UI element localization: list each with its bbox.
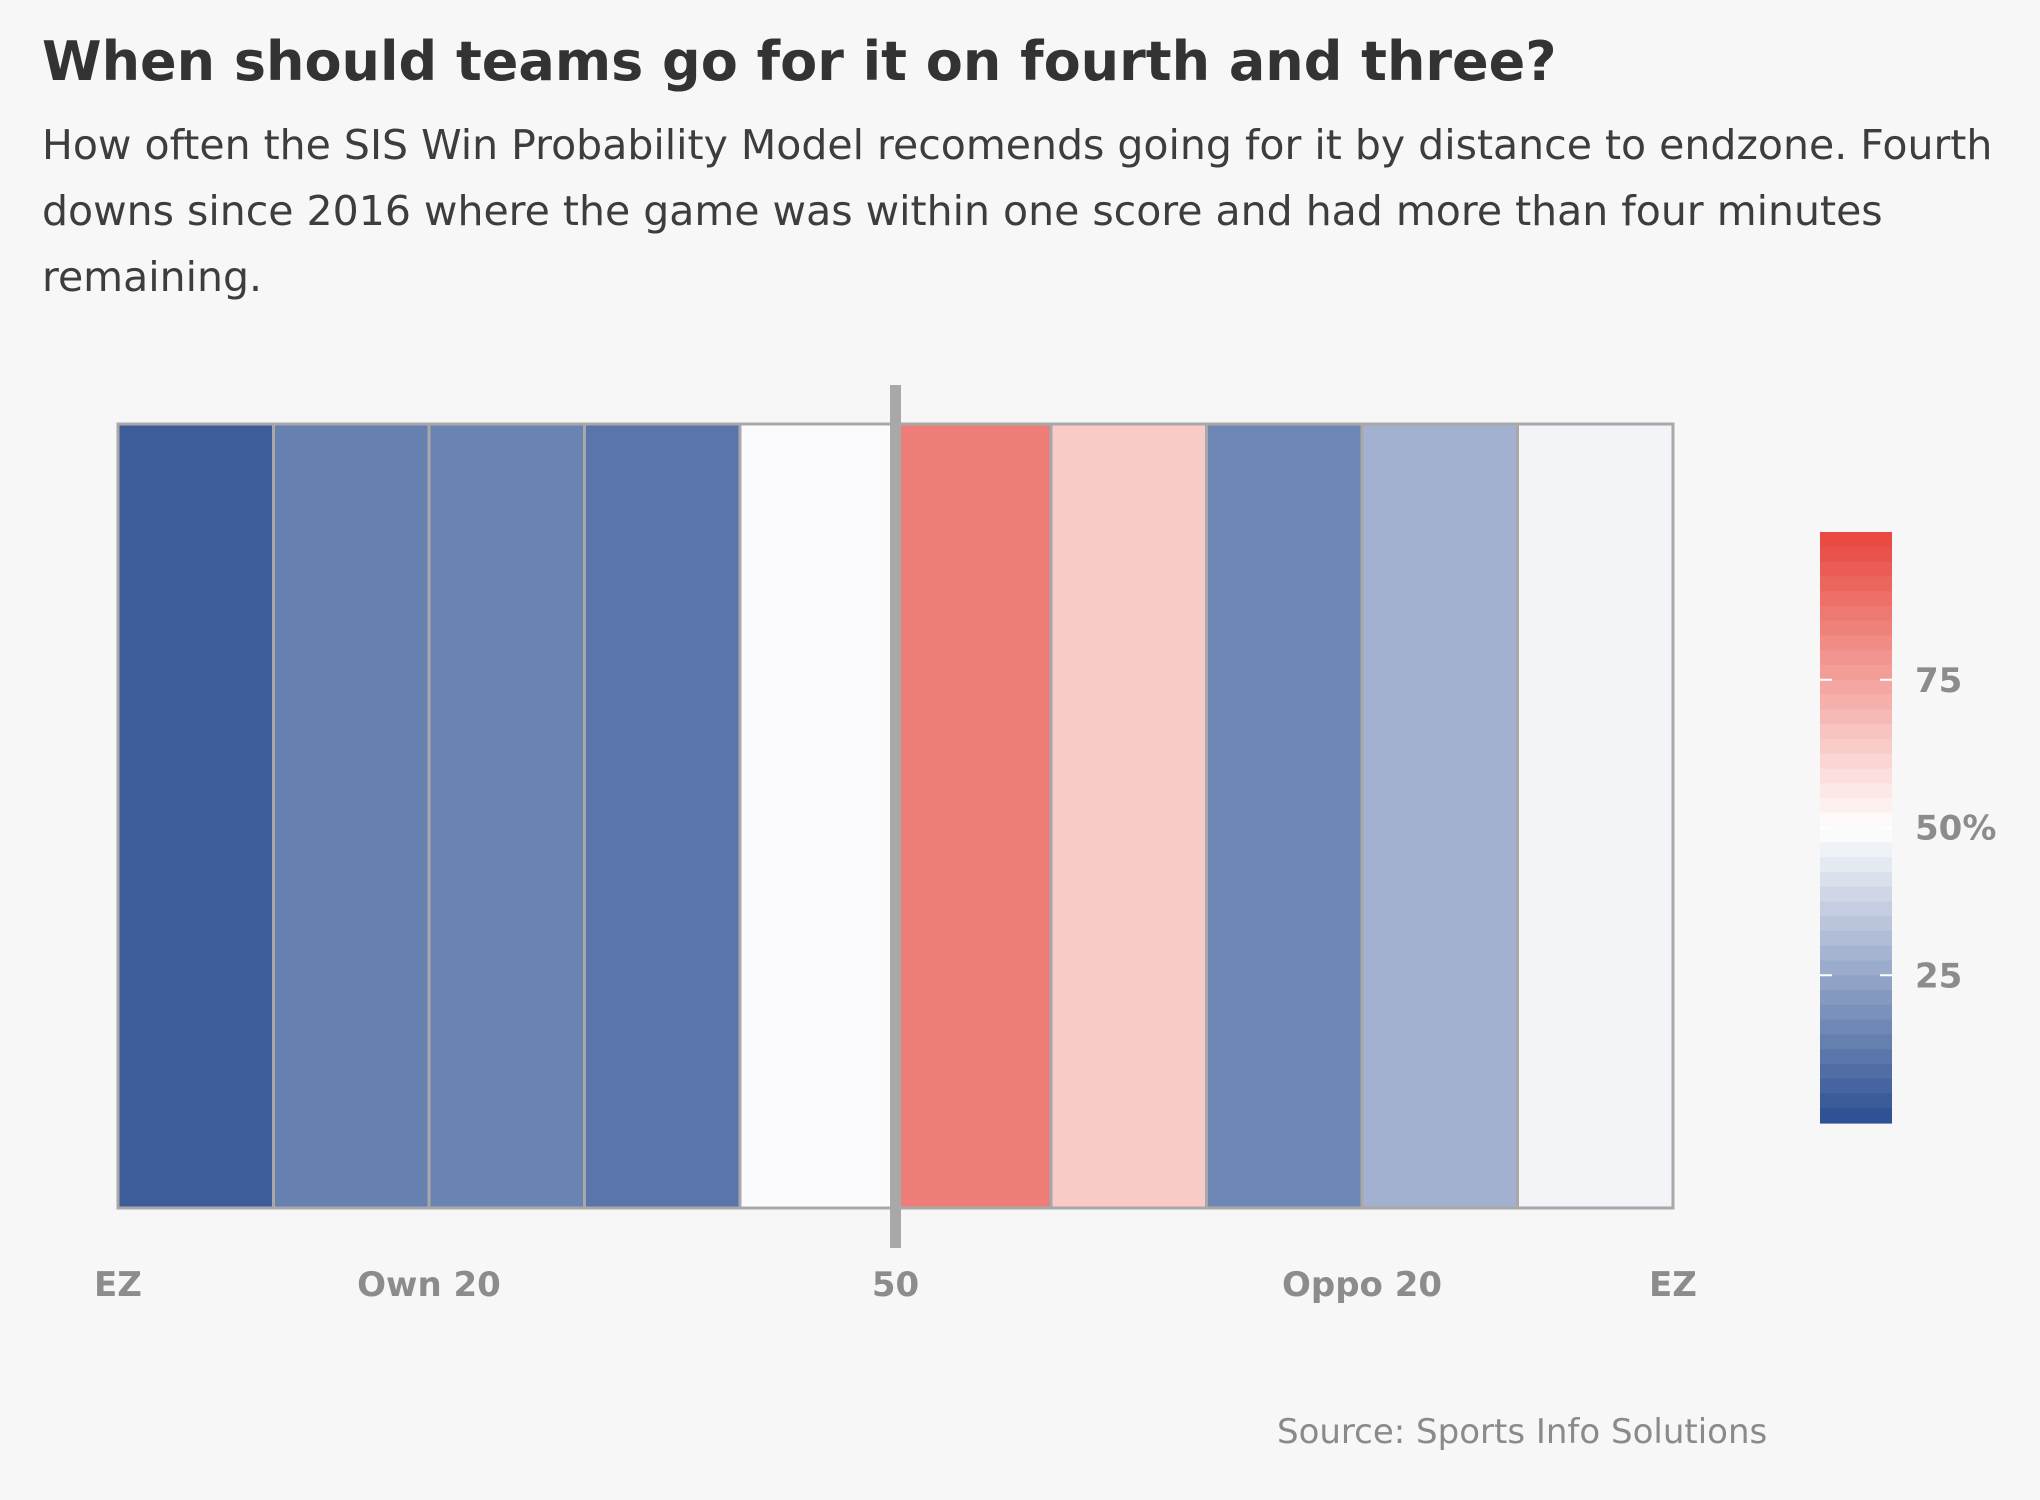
color-legend-swatch <box>1820 679 1892 696</box>
color-legend-swatch <box>1820 945 1892 962</box>
color-legend-tick-label: 75 <box>1915 661 1962 701</box>
source-note: Source: Sports Info Solutions <box>1277 1412 1768 1452</box>
color-legend-swatch <box>1820 857 1892 873</box>
color-legend-swatch <box>1820 1093 1892 1109</box>
color-legend-swatch <box>1820 1019 1892 1035</box>
chart-subtitle: How often the SIS Win Probability Model … <box>42 121 1993 301</box>
x-tick-label: EZ <box>94 1265 142 1305</box>
color-legend-swatch <box>1820 709 1892 725</box>
color-legend-swatch <box>1820 990 1892 1006</box>
color-legend-swatch <box>1820 591 1892 607</box>
color-legend-swatch <box>1820 605 1892 622</box>
x-tick-label: 50 <box>872 1265 919 1305</box>
heatmap-cell <box>894 422 1053 1210</box>
color-legend-swatch <box>1820 664 1892 681</box>
color-legend-swatch <box>1820 901 1892 917</box>
color-legend-swatch <box>1820 753 1892 769</box>
heatmap-cell <box>738 422 897 1210</box>
color-legend-swatch <box>1820 930 1892 947</box>
x-tick-label: Oppo 20 <box>1282 1265 1442 1305</box>
color-legend-swatch <box>1820 620 1892 637</box>
heatmap-cell <box>272 422 431 1210</box>
heatmap-cell <box>1205 422 1364 1210</box>
heatmap-cell <box>1049 422 1208 1210</box>
color-legend-swatch <box>1820 797 1892 814</box>
heatmap-cell <box>583 422 742 1210</box>
color-legend-swatch <box>1820 1078 1892 1095</box>
color-legend-tick-label: 50% <box>1915 809 1996 849</box>
color-legend-swatch <box>1820 532 1892 548</box>
heatmap-cell <box>1360 422 1519 1210</box>
color-legend-swatch <box>1820 1034 1892 1050</box>
color-legend-swatch <box>1820 650 1892 666</box>
color-legend-swatch <box>1820 916 1892 932</box>
color-legend-swatch <box>1820 768 1892 784</box>
color-legend-swatch <box>1820 842 1892 858</box>
color-legend-swatch <box>1820 635 1892 651</box>
color-legend-swatch <box>1820 975 1892 991</box>
color-legend-swatch <box>1820 783 1892 799</box>
color-legend-swatch <box>1820 960 1892 976</box>
chart-title: When should teams go for it on fourth an… <box>42 30 1557 93</box>
color-legend-swatch <box>1820 1063 1892 1080</box>
x-tick-label: EZ <box>1649 1265 1697 1305</box>
color-legend-swatch <box>1820 886 1892 902</box>
color-legend-swatch <box>1820 738 1892 755</box>
heatmap-cell <box>427 422 586 1210</box>
x-tick-label: Own 20 <box>357 1265 501 1305</box>
x-axis-ticks: EZ Own 20 50 Oppo 20 EZ <box>94 1265 1697 1305</box>
color-legend-tick-label: 25 <box>1915 956 1962 996</box>
color-legend <box>1820 532 1892 1124</box>
color-legend-swatch <box>1820 694 1892 710</box>
color-legend-swatch <box>1820 546 1892 563</box>
color-legend-ticks: 25 50% 75 <box>1820 661 1996 996</box>
color-legend-swatch <box>1820 871 1892 888</box>
heatmap-cell <box>116 422 275 1210</box>
heatmap-cell <box>1516 422 1675 1210</box>
color-legend-swatch <box>1820 1004 1892 1021</box>
color-legend-swatch <box>1820 812 1892 829</box>
color-legend-swatch <box>1820 561 1892 577</box>
color-legend-swatch <box>1820 1108 1892 1124</box>
color-legend-swatch <box>1820 1049 1892 1065</box>
color-legend-swatch <box>1820 576 1892 592</box>
color-legend-swatch <box>1820 724 1892 740</box>
heatmap-cells <box>116 422 1675 1210</box>
color-legend-swatch <box>1820 827 1892 843</box>
